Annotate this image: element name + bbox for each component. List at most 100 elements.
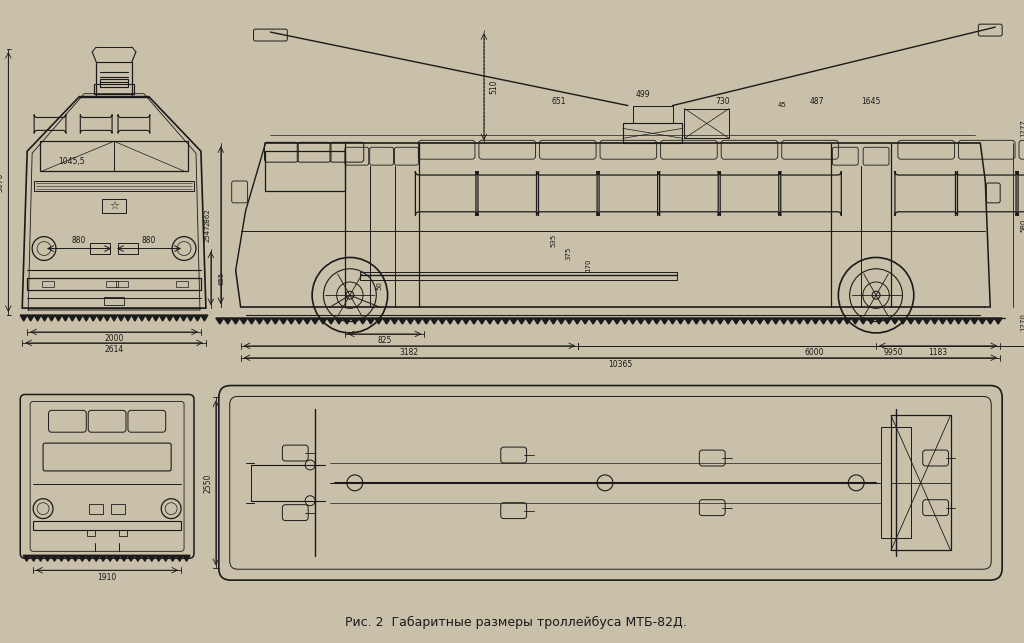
Text: 1045,5: 1045,5 xyxy=(58,157,85,166)
Polygon shape xyxy=(652,318,660,324)
Bar xyxy=(100,78,128,87)
Bar xyxy=(111,503,125,514)
Polygon shape xyxy=(335,318,343,324)
Polygon shape xyxy=(343,318,351,324)
Polygon shape xyxy=(169,556,176,561)
Polygon shape xyxy=(20,315,28,321)
Polygon shape xyxy=(111,315,118,321)
Polygon shape xyxy=(156,556,162,561)
Polygon shape xyxy=(629,318,637,324)
Polygon shape xyxy=(34,315,41,321)
Text: 45: 45 xyxy=(777,102,786,107)
Bar xyxy=(102,199,126,213)
Polygon shape xyxy=(542,318,550,324)
Polygon shape xyxy=(756,318,764,324)
Polygon shape xyxy=(187,315,194,321)
Bar xyxy=(89,503,103,514)
Polygon shape xyxy=(470,318,478,324)
Text: 3182: 3182 xyxy=(399,349,419,358)
Polygon shape xyxy=(176,556,183,561)
Polygon shape xyxy=(358,318,367,324)
Polygon shape xyxy=(76,315,83,321)
Polygon shape xyxy=(534,318,542,324)
Polygon shape xyxy=(288,318,295,324)
Polygon shape xyxy=(44,556,51,561)
Text: 880: 880 xyxy=(142,236,157,245)
Polygon shape xyxy=(525,318,534,324)
Bar xyxy=(119,530,127,536)
Text: 825: 825 xyxy=(378,336,392,345)
Polygon shape xyxy=(216,318,224,324)
Text: 10365: 10365 xyxy=(608,360,633,369)
Text: ☆: ☆ xyxy=(110,201,119,211)
Bar xyxy=(176,281,188,287)
Polygon shape xyxy=(621,318,629,324)
Bar xyxy=(891,415,950,550)
Text: 1645: 1645 xyxy=(861,97,881,106)
Polygon shape xyxy=(709,318,716,324)
Polygon shape xyxy=(103,315,111,321)
Polygon shape xyxy=(93,556,99,561)
Polygon shape xyxy=(351,318,358,324)
Text: 170: 170 xyxy=(585,258,591,272)
Polygon shape xyxy=(48,315,55,321)
Polygon shape xyxy=(645,318,652,324)
Text: Рис. 2  Габаритные размеры троллейбуса МТБ-82Д.: Рис. 2 Габаритные размеры троллейбуса МТ… xyxy=(345,616,686,629)
Bar xyxy=(87,530,95,536)
Polygon shape xyxy=(367,318,375,324)
Polygon shape xyxy=(692,318,700,324)
Polygon shape xyxy=(319,318,327,324)
Bar xyxy=(106,281,118,287)
Text: 1277: 1277 xyxy=(1020,120,1024,138)
Polygon shape xyxy=(131,315,138,321)
Polygon shape xyxy=(804,318,812,324)
Polygon shape xyxy=(485,318,494,324)
Polygon shape xyxy=(772,318,779,324)
Polygon shape xyxy=(256,318,263,324)
Polygon shape xyxy=(415,318,422,324)
Polygon shape xyxy=(613,318,621,324)
Polygon shape xyxy=(827,318,836,324)
Bar xyxy=(359,273,678,280)
Polygon shape xyxy=(787,318,796,324)
Polygon shape xyxy=(375,318,383,324)
Polygon shape xyxy=(502,318,510,324)
Polygon shape xyxy=(134,556,141,561)
Polygon shape xyxy=(883,318,891,324)
Text: 2614: 2614 xyxy=(104,345,124,354)
Polygon shape xyxy=(963,318,971,324)
Polygon shape xyxy=(700,318,709,324)
Polygon shape xyxy=(876,318,883,324)
Bar xyxy=(881,427,910,538)
Polygon shape xyxy=(24,556,30,561)
Text: 880: 880 xyxy=(72,236,86,245)
Polygon shape xyxy=(494,318,502,324)
Polygon shape xyxy=(127,556,134,561)
Polygon shape xyxy=(978,318,986,324)
Polygon shape xyxy=(859,318,867,324)
Polygon shape xyxy=(166,315,173,321)
Polygon shape xyxy=(121,556,127,561)
Text: 50: 50 xyxy=(377,281,383,290)
Text: 510: 510 xyxy=(489,80,499,94)
Text: 535: 535 xyxy=(550,234,556,247)
Polygon shape xyxy=(931,318,939,324)
Polygon shape xyxy=(422,318,430,324)
Polygon shape xyxy=(946,318,954,324)
Text: 1910: 1910 xyxy=(97,573,117,582)
Polygon shape xyxy=(65,556,72,561)
Polygon shape xyxy=(971,318,978,324)
Polygon shape xyxy=(438,318,446,324)
Polygon shape xyxy=(724,318,732,324)
Bar xyxy=(28,278,201,290)
Polygon shape xyxy=(99,556,106,561)
Text: 2550: 2550 xyxy=(204,473,212,493)
Polygon shape xyxy=(407,318,415,324)
Polygon shape xyxy=(118,315,125,321)
Polygon shape xyxy=(41,315,48,321)
Polygon shape xyxy=(148,556,156,561)
Polygon shape xyxy=(677,318,684,324)
Text: 651: 651 xyxy=(551,97,565,106)
Polygon shape xyxy=(923,318,931,324)
Text: 375: 375 xyxy=(565,247,571,260)
